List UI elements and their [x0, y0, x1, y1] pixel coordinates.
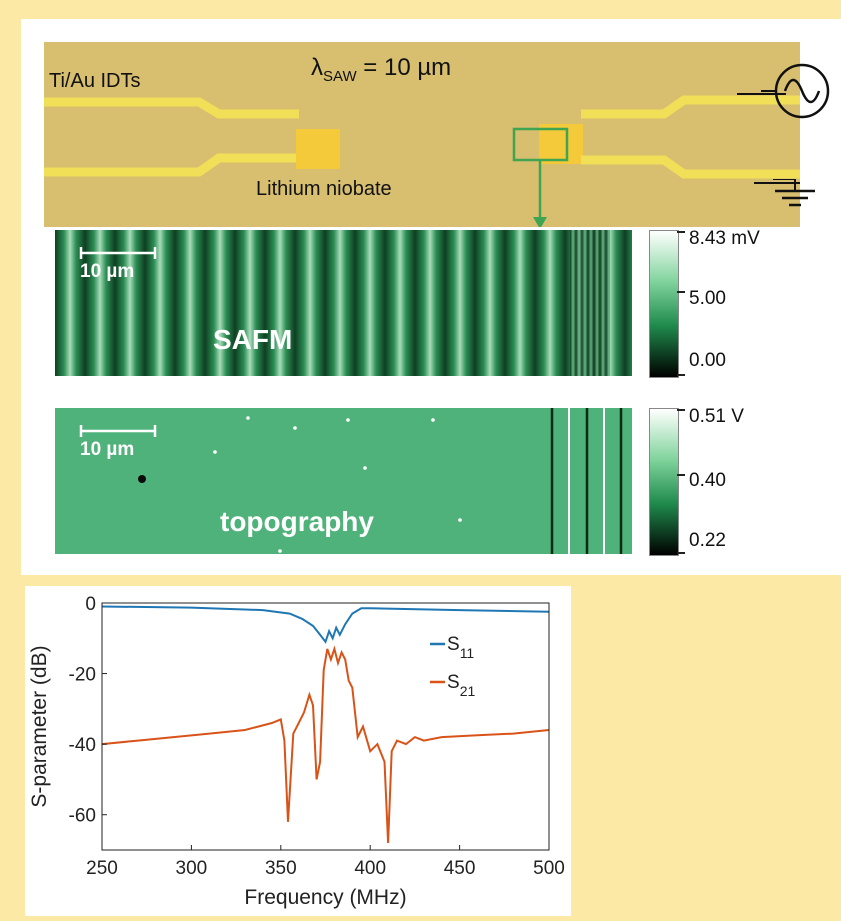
topography-label: topography	[220, 506, 374, 537]
series-line-s21	[101, 645, 550, 843]
x-tick-label: 450	[444, 858, 476, 879]
ground-icon	[773, 179, 815, 207]
left-electrode-bottom	[44, 153, 299, 177]
wavelength-subscript: SAW	[323, 67, 357, 85]
safm-label: SAFM	[213, 324, 293, 355]
topography-scalebar-label: 10 µm	[80, 439, 135, 460]
legend-label-s21: S21	[447, 672, 475, 699]
safm-colorbar-tick-top	[677, 231, 685, 233]
figure-panel-top: Ti/Au IDTs λSAW = 10 µm Lithium niobate …	[21, 19, 841, 575]
safm-colorbar-tick-mid	[677, 291, 685, 293]
x-tick-label: 500	[533, 858, 565, 879]
topography-colorbar	[649, 408, 679, 556]
safm-colorbar-min: 0.00	[689, 350, 726, 371]
right-electrode-top	[581, 95, 800, 119]
wavelength-symbol: λ	[311, 54, 323, 81]
x-tick-label: 400	[354, 858, 386, 879]
s-parameter-chart: 250 300 350 400 450 500 0 -20 -40 -60 Frequency (M…	[28, 594, 565, 909]
idt-label: Ti/Au IDTs	[49, 70, 141, 92]
safm-colorbar-max: 8.43 mV	[689, 228, 760, 249]
topography-colorbar-tick-bottom	[677, 552, 685, 554]
x-axis-label: Frequency (MHz)	[244, 886, 406, 909]
topography-map: 10 µm topography	[55, 408, 632, 554]
safm-colorbar-mid: 5.00	[689, 288, 726, 309]
x-tick-label: 350	[265, 858, 297, 879]
x-tick-label: 300	[176, 858, 208, 879]
right-electrode-bottom	[581, 155, 800, 179]
safm-colorbar-tick-bottom	[677, 374, 685, 376]
y-tick-label: -20	[69, 665, 96, 686]
safm-scalebar	[79, 247, 157, 259]
safm-edge-region	[570, 230, 610, 376]
y-tick-label: 0	[85, 594, 96, 615]
device-image	[44, 42, 815, 229]
safm-scalebar-label: 10 µm	[80, 261, 135, 282]
topography-colorbar-mid: 0.40	[689, 470, 726, 491]
topography-colorbar-tick-mid	[677, 474, 685, 476]
x-tick-label: 250	[86, 858, 118, 879]
device-drawing	[44, 93, 815, 229]
right-idt-pad	[539, 124, 583, 164]
substrate-label: Lithium niobate	[256, 178, 392, 200]
figure-panel-bottom: 250 300 350 400 450 500 0 -20 -40 -60 Frequency (M…	[25, 586, 571, 916]
topography-features	[138, 408, 623, 554]
wavelength-label: λSAW = 10 µm	[311, 54, 451, 85]
topography-colorbar-tick-top	[677, 409, 685, 411]
topography-colorbar-max: 0.51 V	[689, 406, 744, 427]
wavelength-value: = 10 µm	[356, 54, 452, 81]
plot-area-frame	[101, 602, 550, 851]
legend-label-s11: S11	[447, 634, 474, 661]
left-electrode-top	[44, 97, 299, 119]
y-tick-label: -60	[69, 806, 96, 827]
series-line-s11	[101, 605, 550, 644]
safm-colorbar	[649, 230, 679, 378]
ac-source-icon	[761, 63, 830, 119]
topography-scalebar	[79, 425, 157, 437]
topography-colorbar-min: 0.22	[689, 530, 726, 551]
left-idt-pad	[296, 129, 340, 169]
y-axis-label: S-parameter (dB)	[28, 645, 51, 807]
safm-map: 10 µm SAFM	[55, 230, 632, 376]
roi-arrow-head	[533, 217, 547, 229]
y-tick-label: -40	[69, 735, 96, 756]
